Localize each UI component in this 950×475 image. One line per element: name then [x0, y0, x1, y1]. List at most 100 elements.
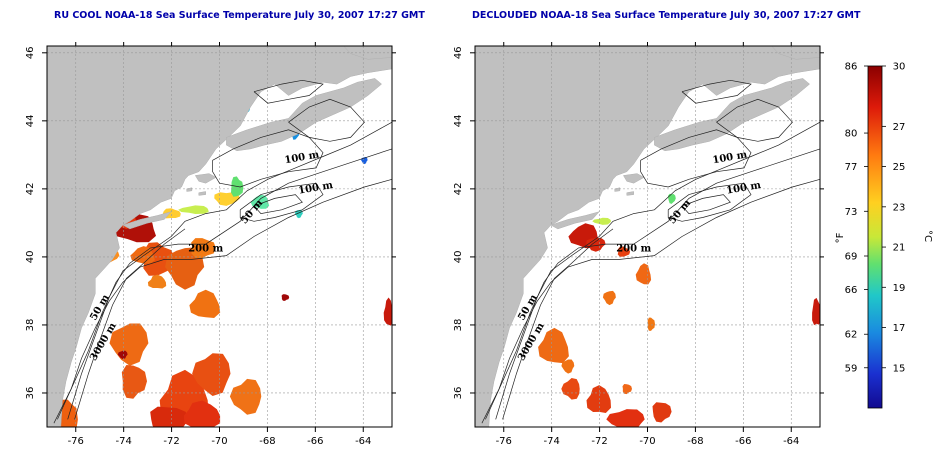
x-tick-label: -70 [639, 436, 655, 447]
left-grid [47, 46, 392, 427]
land-mass [622, 173, 645, 184]
fahrenheit-tick-label: 80 [845, 129, 858, 140]
x-tick-label: -64 [355, 436, 371, 447]
y-tick-label: 36 [453, 387, 464, 400]
right-axis-ticks: -76 -74 -72 -70 -68 -66 -64 36 38 40 42 44 46 [453, 42, 824, 447]
sst-patch [606, 409, 645, 427]
depth-contour [640, 129, 752, 188]
right-panel-title: DECLOUDED NOAA-18 Sea Surface Temperatur… [472, 10, 861, 21]
celsius-tick-label: 19 [893, 283, 906, 294]
temperature-colorbar: 30 27 25 23 21 19 17 15 86 80 77 73 69 66 62 59 °F °C [835, 62, 933, 409]
celsius-tick-label: 21 [893, 243, 906, 254]
depth-contour [485, 148, 821, 420]
x-tick-label: -76 [68, 436, 84, 447]
sst-patch [130, 246, 155, 264]
y-tick-label: 40 [25, 251, 36, 264]
y-tick-label: 42 [25, 183, 36, 196]
sst-patch [192, 353, 231, 396]
sst-patch [150, 406, 189, 427]
x-tick-label: -66 [735, 436, 751, 447]
land-mass [47, 46, 392, 427]
y-tick-label: 36 [25, 387, 36, 400]
sst-patch [538, 327, 569, 364]
land-mass [654, 78, 810, 152]
sst-patch [229, 378, 262, 415]
x-tick-label: -72 [591, 436, 607, 447]
contour-label: 200 m [616, 244, 651, 255]
colorbar-ticks: 30 27 25 23 21 19 17 15 86 80 77 73 69 66 62 59 [845, 62, 906, 375]
y-tick-label: 44 [25, 114, 36, 127]
land-mass [226, 78, 382, 152]
sst-patch [147, 274, 167, 289]
depth-contour [57, 148, 393, 420]
x-tick-label: -74 [543, 436, 559, 447]
sst-patch [586, 237, 606, 252]
fahrenheit-tick-label: 73 [845, 207, 858, 218]
y-tick-label: 38 [25, 319, 36, 332]
x-tick-label: -74 [115, 436, 131, 447]
land-mass [550, 211, 600, 230]
fahrenheit-tick-label: 69 [845, 252, 858, 263]
celsius-tick-label: 17 [893, 323, 906, 334]
depth-contour [481, 178, 821, 424]
fahrenheit-tick-label: 66 [845, 285, 858, 296]
y-tick-label: 42 [453, 183, 464, 196]
sst-patch [281, 294, 290, 301]
colorbar-gradient [867, 65, 883, 409]
sst-patch [668, 193, 676, 204]
sst-patch [183, 400, 221, 427]
land-mass [626, 191, 634, 196]
sst-patch [617, 246, 631, 257]
sst-patch [561, 378, 580, 400]
celsius-tick-label: 27 [893, 122, 906, 133]
left-panel-title: RU COOL NOAA-18 Sea Surface Temperature … [54, 10, 425, 21]
x-tick-label: -72 [163, 436, 179, 447]
fahrenheit-tick-label: 77 [845, 162, 858, 173]
sst-patch [121, 365, 147, 399]
x-tick-label: -68 [259, 436, 275, 447]
sst-patch [647, 317, 655, 331]
sst-patch [59, 399, 78, 427]
x-tick-label: -76 [496, 436, 512, 447]
sst-patch [561, 359, 575, 374]
x-tick-label: -64 [783, 436, 799, 447]
depth-contour [253, 194, 303, 214]
depth-contour [681, 79, 752, 104]
sst-patch [117, 350, 128, 360]
fahrenheit-tick-label: 59 [845, 363, 858, 374]
sst-patch [622, 384, 632, 395]
x-tick-label: -66 [307, 436, 323, 447]
y-tick-label: 46 [25, 46, 36, 59]
sst-patch [383, 297, 392, 326]
depth-contour [288, 98, 365, 142]
x-tick-label: -68 [687, 436, 703, 447]
depth-contour [212, 129, 324, 188]
fahrenheit-unit-label: °F [835, 232, 846, 243]
land-mass [194, 173, 217, 184]
sst-patch [165, 247, 205, 290]
depth-contour [502, 228, 614, 420]
sst-patch [586, 385, 611, 413]
depth-contour [74, 228, 186, 420]
depth-contour [667, 182, 752, 222]
celsius-tick-label: 23 [893, 202, 906, 213]
celsius-tick-label: 30 [893, 62, 906, 73]
land-mass [198, 191, 206, 196]
sst-patch [189, 289, 221, 318]
sst-patch [191, 238, 216, 259]
celsius-unit-label: °C [922, 230, 933, 242]
depth-contour [716, 98, 793, 142]
y-tick-label: 46 [453, 46, 464, 59]
fahrenheit-tick-label: 62 [845, 330, 858, 341]
sst-patch [812, 297, 820, 326]
left-axis-ticks: -76 -74 -72 -70 -68 -66 -64 36 38 40 42 44 46 [25, 42, 396, 447]
y-tick-label: 38 [453, 319, 464, 332]
sst-patch [178, 205, 209, 214]
depth-contour [239, 182, 324, 222]
x-tick-label: -70 [211, 436, 227, 447]
right-grid [475, 46, 820, 427]
fahrenheit-tick-label: 86 [845, 62, 858, 73]
